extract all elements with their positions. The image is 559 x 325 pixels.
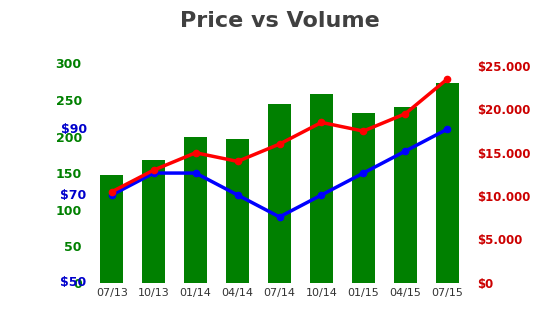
Bar <box>268 104 291 283</box>
Bar <box>100 175 124 283</box>
Text: $70: $70 <box>60 188 87 202</box>
Text: Price vs Volume: Price vs Volume <box>179 11 380 32</box>
Bar <box>142 160 165 283</box>
Bar <box>226 139 249 283</box>
Bar <box>310 94 333 283</box>
Bar <box>394 107 417 283</box>
Text: $90: $90 <box>60 123 87 136</box>
Bar <box>435 83 459 283</box>
Text: $50: $50 <box>60 276 87 289</box>
Bar <box>184 136 207 283</box>
Bar <box>352 113 375 283</box>
